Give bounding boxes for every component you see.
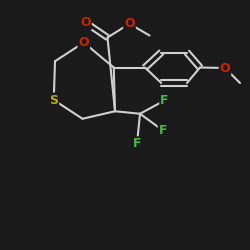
Text: O: O [220, 62, 230, 74]
Text: O: O [78, 36, 89, 49]
Text: S: S [49, 94, 58, 106]
Text: O: O [80, 16, 91, 29]
Text: F: F [159, 124, 167, 137]
Text: F: F [133, 137, 141, 150]
Text: F: F [160, 94, 169, 107]
Text: O: O [124, 17, 135, 30]
